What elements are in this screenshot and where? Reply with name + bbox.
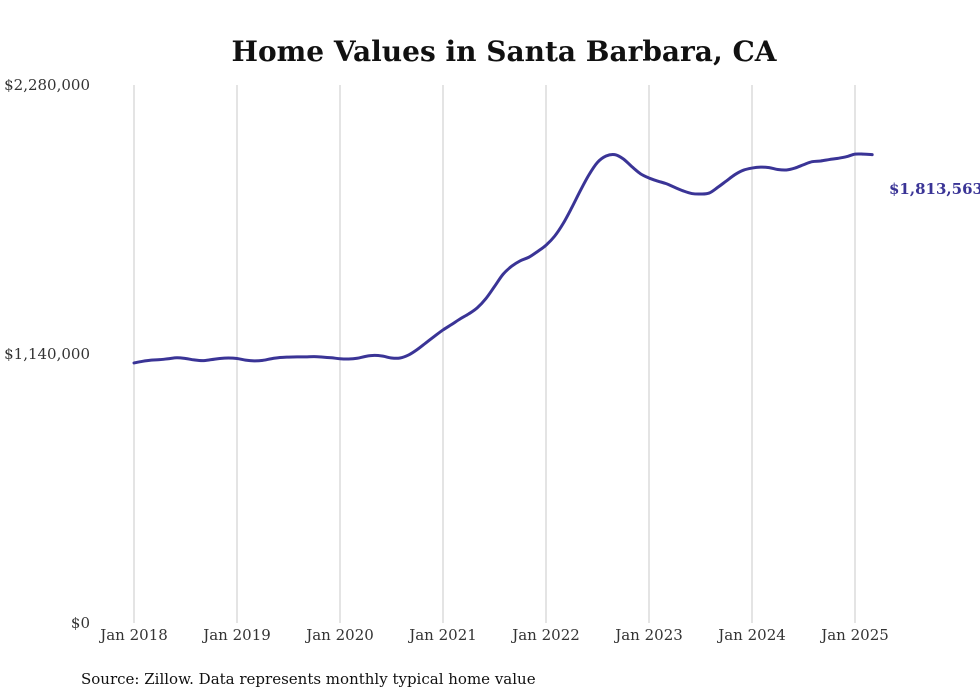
series-layer: [132, 152, 874, 365]
x-axis-ticks: Jan 2018 Jan 2019 Jan 2020 Jan 2021 Jan 2022…: [98, 626, 889, 644]
chart-title: Home Values in Santa Barbara, CA: [232, 35, 778, 68]
y-tick-label: $2,280,000: [4, 76, 90, 94]
x-tick-label: Jan 2022: [510, 626, 580, 644]
x-tick-label: Jan 2019: [201, 626, 271, 644]
x-tick-label: Jan 2021: [407, 626, 477, 644]
y-tick-label: $0: [71, 614, 90, 632]
y-tick-label: $1,140,000: [4, 345, 90, 363]
source-note: Source: Zillow. Data represents monthly …: [81, 670, 536, 688]
x-tick-label: Jan 2025: [819, 626, 889, 644]
x-tick-label: Jan 2018: [98, 626, 168, 644]
x-tick-label: Jan 2020: [304, 626, 374, 644]
end-value-label: $1,813,563: [889, 180, 980, 198]
gridlines: [133, 85, 856, 623]
x-tick-label: Jan 2024: [716, 626, 786, 644]
x-tick-label: Jan 2023: [613, 626, 683, 644]
series-line-0: [132, 152, 874, 365]
y-axis-ticks: $0 $1,140,000 $2,280,000: [4, 76, 90, 632]
